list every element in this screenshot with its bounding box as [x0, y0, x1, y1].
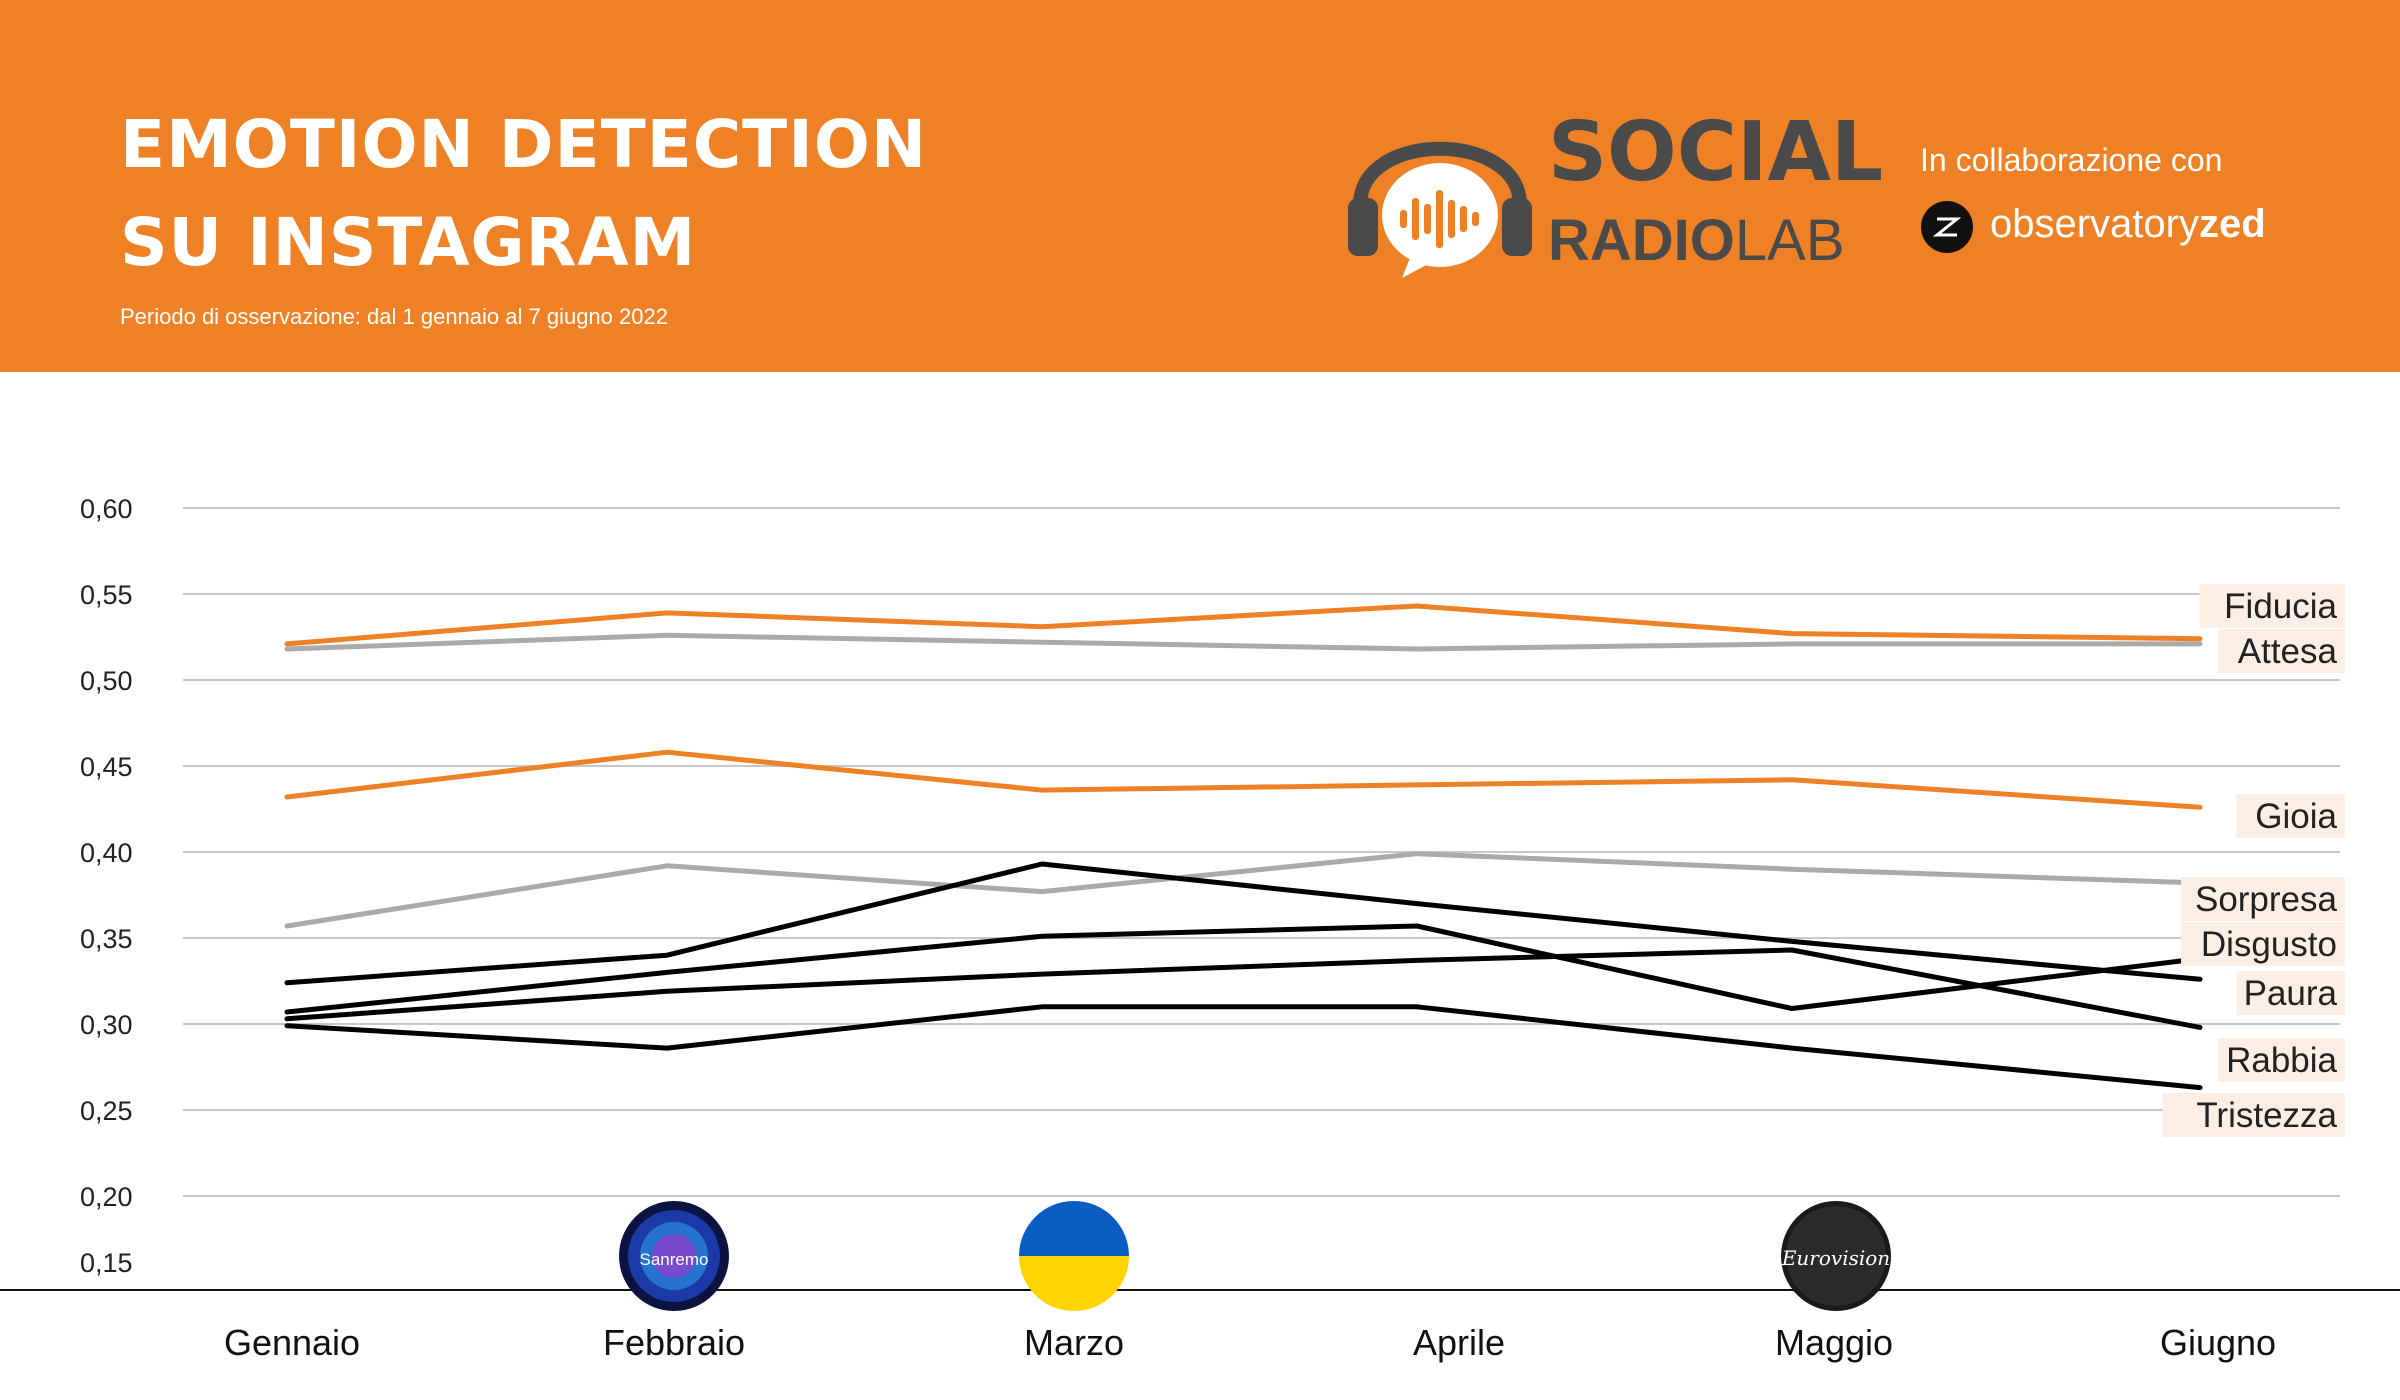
series-label-disgusto: Disgusto: [2181, 922, 2345, 966]
series-label-background: [2236, 794, 2345, 838]
partner-name-bold: zed: [2198, 202, 2266, 246]
series-line-sorpresa: [284, 851, 2203, 929]
y-axis-ticks: 0,15 0,20 0,25 0,30 0,35 0,40 0,45 0,50 0,55 0,60: [80, 494, 133, 1278]
eurovision-logo-text: Eurovision: [1781, 1246, 1890, 1270]
series-label-text: Disgusto: [2201, 925, 2337, 964]
series-label-background: [2181, 877, 2345, 921]
observatoryzed-logo-icon: [1921, 201, 1973, 253]
y-tick-label: 0,15: [80, 1248, 133, 1278]
sanremo-logo-icon: Sanremo: [619, 1201, 729, 1311]
brand-lab-part: LAB: [1734, 208, 1845, 273]
series-line-disgusto: [284, 861, 2203, 986]
y-tick-label: 0,20: [80, 1182, 133, 1212]
ukraine-flag-icon: [1019, 1201, 1129, 1311]
series-line-attesa: [284, 632, 2203, 652]
gridlines: [183, 507, 2340, 1197]
partner-name-light: observatory: [1990, 202, 2199, 246]
series-label-fiducia: Fiducia: [2199, 584, 2345, 628]
series-line-paura: [284, 923, 2203, 1015]
page-title-line-2: SU INSTAGRAM: [120, 204, 697, 281]
y-tick-label: 0,35: [80, 924, 133, 954]
event-icons: Sanremo Eurovision: [619, 1201, 1891, 1311]
brand-name-social: SOCIAL: [1548, 105, 1884, 200]
series-label-tristezza: Tristezza: [2162, 1093, 2345, 1137]
brand-name-radiolab: RADIOLAB: [1548, 212, 1845, 270]
emotion-line-chart: 0,15 0,20 0,25 0,30 0,35 0,40 0,45 0,50 0,55 0,60…: [0, 494, 2400, 1363]
series-lines: [284, 603, 2203, 1091]
y-tick-label: 0,60: [80, 494, 133, 524]
series-line-tristezza: [284, 1004, 2203, 1091]
x-tick-label: Febbraio: [603, 1322, 745, 1363]
series-label-text: Tristezza: [2196, 1096, 2337, 1135]
collaboration-label: In collaborazione con: [1920, 142, 2223, 178]
y-tick-label: 0,55: [80, 580, 133, 610]
series-line-rabbia: [284, 947, 2203, 1030]
series-label-sorpresa: Sorpresa: [2181, 877, 2345, 921]
page-title-line-1: EMOTION DETECTION: [120, 106, 928, 183]
series-label-background: [2218, 629, 2345, 673]
series-label-background: [2199, 584, 2345, 628]
x-tick-label: Aprile: [1413, 1322, 1505, 1363]
header-banner: EMOTION DETECTION SU INSTAGRAM Periodo d…: [0, 0, 2400, 372]
series-label-paura: Paura: [2236, 971, 2345, 1015]
series-label-background: [2181, 922, 2345, 966]
y-tick-label: 0,25: [80, 1096, 133, 1126]
series-label-background: [2236, 971, 2345, 1015]
series-label-text: Gioia: [2255, 797, 2337, 836]
series-line-gioia: [284, 749, 2203, 810]
series-label-text: Paura: [2244, 974, 2338, 1013]
brand-radio-part: RADIO: [1548, 208, 1735, 273]
y-tick-label: 0,40: [80, 838, 133, 868]
series-label-text: Fiducia: [2224, 587, 2337, 626]
x-tick-label: Gennaio: [224, 1322, 360, 1363]
x-tick-label: Giugno: [2160, 1322, 2276, 1363]
headphones-logo-icon: [1348, 141, 1532, 278]
observation-period: Periodo di osservazione: dal 1 gennaio a…: [120, 304, 668, 329]
sanremo-logo-text: Sanremo: [640, 1250, 709, 1269]
series-label-rabbia: Rabbia: [2218, 1038, 2345, 1082]
series-line-fiducia: [284, 603, 2203, 647]
x-tick-label: Marzo: [1024, 1322, 1124, 1363]
x-tick-label: Maggio: [1775, 1322, 1893, 1363]
y-tick-label: 0,50: [80, 666, 133, 696]
series-label-background: [2218, 1038, 2345, 1082]
x-axis-ticks: Gennaio Febbraio Marzo Aprile Maggio Giugno: [224, 1322, 2276, 1363]
series-label-background: [2162, 1093, 2345, 1137]
series-label-text: Rabbia: [2226, 1041, 2337, 1080]
series-label-text: Sorpresa: [2195, 880, 2338, 919]
series-label-attesa: Attesa: [2218, 629, 2345, 673]
eurovision-logo-icon: Eurovision: [1781, 1201, 1891, 1311]
partner-name: observatoryzed: [1990, 202, 2266, 247]
y-tick-label: 0,45: [80, 752, 133, 782]
series-label-gioia: Gioia: [2236, 794, 2345, 838]
series-label-text: Attesa: [2238, 632, 2338, 671]
y-tick-label: 0,30: [80, 1010, 133, 1040]
series-labels: Fiducia Attesa Gioia Sorpresa Disgusto Paura R…: [2162, 584, 2345, 1137]
